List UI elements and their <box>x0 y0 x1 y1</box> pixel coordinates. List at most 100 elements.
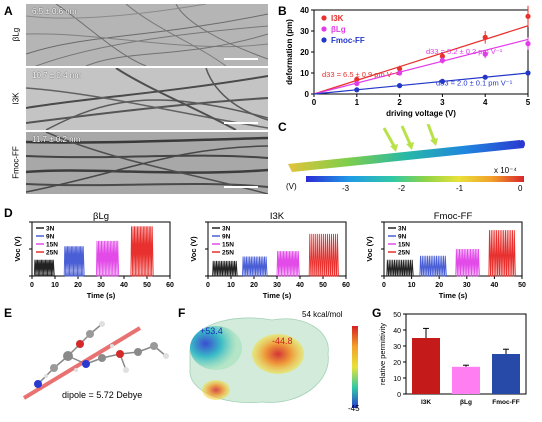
trace-title: βLg <box>93 211 109 222</box>
data-point <box>525 41 531 47</box>
electrostatic-potential-map <box>189 317 358 408</box>
panel-letter-f: F <box>178 306 186 320</box>
colorbar-unit: (V) <box>286 182 297 191</box>
x-tick-label: 2 <box>397 98 402 107</box>
panel-letter-c: C <box>278 120 287 134</box>
data-point <box>439 78 445 84</box>
x-tick-label: 20 <box>74 282 82 289</box>
voltage-trace <box>455 248 480 277</box>
legend-marker <box>321 37 327 43</box>
voltage-trace <box>130 226 154 277</box>
legend-label: I3K <box>331 14 344 23</box>
legend-label: 9N <box>222 234 231 241</box>
legend-label: Fmoc-FF <box>331 36 365 45</box>
force-arrow-icon <box>426 124 438 146</box>
fiber-simulation <box>288 124 525 172</box>
scale-bar <box>224 186 258 188</box>
x-tick-label: 60 <box>166 282 174 289</box>
category-label: I3K <box>421 399 431 406</box>
y-tick-label: 20 <box>300 48 309 57</box>
force-arrow-icon <box>400 125 414 150</box>
data-point <box>439 53 445 59</box>
fiber-diameter-blg: 6.5 ± 0.6 nm <box>32 7 77 16</box>
y-tick-label: 0 <box>397 392 401 399</box>
panel-letter-g: G <box>372 306 382 320</box>
x-tick-label: 40 <box>296 282 304 289</box>
y-tick-label: 30 <box>393 344 401 351</box>
y-tick-label: 0 <box>305 90 310 99</box>
panel-letter-e: E <box>4 306 13 320</box>
potential-max-label: 54 kcal/mol <box>302 310 343 319</box>
y-axis-label: Voc (V) <box>189 236 198 262</box>
voltage-trace-i3k: I3K 0 10 20 30 40 50 60 Time (s) Voc (V) 3N9N15N25… <box>189 211 350 300</box>
micrograph-side-label-blg: βLg <box>11 27 21 42</box>
legend-label: 25N <box>398 250 410 257</box>
data-point <box>525 70 531 76</box>
scale-bar <box>224 122 258 124</box>
voltage-trace <box>419 255 447 277</box>
legend-label: 9N <box>46 234 55 241</box>
legend-label: βLg <box>331 25 346 34</box>
bar <box>492 354 520 394</box>
x-tick-label: 20 <box>250 282 258 289</box>
data-point <box>482 34 488 40</box>
molecule-atoms <box>34 321 169 388</box>
y-tick-label: 10 <box>300 69 309 78</box>
x-tick-label: 30 <box>97 282 105 289</box>
fiber-rod-end <box>519 140 525 148</box>
x-tick-label: 30 <box>463 282 471 289</box>
fit-line <box>313 38 529 95</box>
x-tick-label: 10 <box>51 282 59 289</box>
micrograph-side-label-i3k: I3K <box>11 92 21 105</box>
x-tick-label: 10 <box>408 282 416 289</box>
data-point <box>397 66 403 72</box>
micrograph-i3k: 10.7 ± 0.4 nm <box>26 68 268 130</box>
legend-label: 15N <box>398 242 410 249</box>
force-arrow-icon <box>382 127 398 152</box>
x-tick-label: 50 <box>143 282 151 289</box>
positive-region <box>190 326 242 370</box>
x-axis-label: driving voltage (V) <box>386 109 456 118</box>
y-tick-label: 40 <box>393 328 401 335</box>
negative-region <box>252 334 304 374</box>
y-tick-label: 10 <box>393 376 401 383</box>
data-point <box>525 13 531 19</box>
legend-label: 15N <box>46 242 58 249</box>
x-tick-label: 10 <box>227 282 235 289</box>
colorbar-tick: -3 <box>342 184 350 193</box>
fit-annotation: d33 = 2.0 ± 0.1 pm V⁻¹ <box>436 79 513 88</box>
voltage-trace <box>95 240 120 277</box>
trace-title: I3K <box>270 211 285 222</box>
micrograph-side-label-fmocff: Fmoc-FF <box>11 146 21 179</box>
fiber-texture <box>26 132 268 194</box>
category-label: Fmoc-FF <box>492 399 519 406</box>
voltage-trace <box>242 256 268 277</box>
data-point <box>354 80 360 87</box>
x-tick-label: 50 <box>518 282 526 289</box>
potential-colorbar <box>306 176 524 182</box>
fiber-diameter-i3k: 10.7 ± 0.4 nm <box>32 71 81 80</box>
category-label: βLg <box>460 399 472 406</box>
x-tick-label: 50 <box>319 282 327 289</box>
x-tick-label: 4 <box>483 98 488 107</box>
colorbar-tick: -1 <box>456 184 464 193</box>
x-tick-label: 0 <box>382 282 386 289</box>
data-point <box>354 87 360 93</box>
voltage-trace <box>63 246 85 277</box>
potential-min-label: -45 <box>348 404 360 413</box>
data-point <box>482 74 488 80</box>
micrograph-blg: 6.5 ± 0.6 nm <box>26 4 268 66</box>
voltage-trace <box>33 259 55 277</box>
x-tick-label: 30 <box>273 282 281 289</box>
x-axis-label: Time (s) <box>263 291 292 300</box>
colorbar-tick: -2 <box>398 184 406 193</box>
legend-label: 25N <box>46 250 58 257</box>
x-tick-label: 0 <box>206 282 210 289</box>
dipole-moment-label: dipole = 5.72 Debye <box>62 390 143 400</box>
potential-scale-bar <box>352 326 358 408</box>
voltage-trace <box>488 230 516 277</box>
voltage-trace-fmocff: Fmoc-FF 0 10 20 30 40 50 Time (s) Voc (V) 3N9N15N… <box>365 211 526 300</box>
voltage-trace <box>276 251 300 277</box>
panel-letter-a: A <box>4 4 13 18</box>
fit-line <box>313 25 529 95</box>
